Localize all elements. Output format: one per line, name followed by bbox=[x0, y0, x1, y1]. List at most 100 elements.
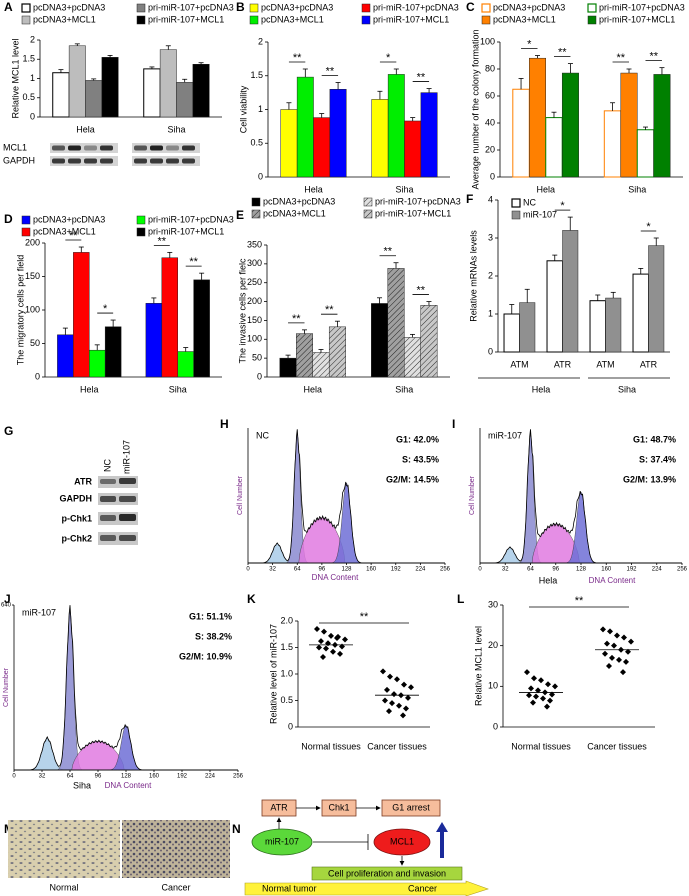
error-bar bbox=[393, 262, 399, 269]
significance-label: * bbox=[527, 38, 532, 50]
y-axis-title: Cell Number bbox=[3, 667, 10, 707]
y-tick-label: 1.5 bbox=[250, 70, 263, 80]
data-point bbox=[400, 712, 406, 719]
bar bbox=[404, 120, 422, 178]
y-tick-label: 350 bbox=[247, 239, 262, 249]
error-bar bbox=[610, 291, 616, 299]
data-point bbox=[384, 686, 390, 693]
error-bar bbox=[334, 320, 340, 327]
blot-band bbox=[119, 514, 136, 521]
legend-label: pcDNA3+MCL1 bbox=[261, 14, 324, 24]
bar bbox=[371, 99, 389, 178]
blot-band bbox=[52, 145, 65, 151]
node-label: miR-107 bbox=[265, 836, 299, 846]
legend-label: pri-miR-107+pcDNA3 bbox=[599, 2, 685, 12]
y-tick-label: 0.5 bbox=[22, 92, 35, 102]
panel-letter: H bbox=[220, 417, 229, 431]
micrograph bbox=[122, 820, 230, 878]
blot-band bbox=[100, 158, 113, 164]
error-bar bbox=[302, 68, 308, 78]
y-tick-label: 80 bbox=[485, 63, 495, 73]
blot-band bbox=[119, 478, 136, 484]
error-bar bbox=[198, 62, 204, 65]
data-point bbox=[544, 703, 550, 710]
legend-label: pcDNA3+pcDNA3 bbox=[261, 2, 333, 12]
legend-label: NC bbox=[523, 197, 536, 207]
data-point bbox=[620, 669, 626, 676]
bar bbox=[562, 230, 579, 353]
data-point bbox=[611, 642, 617, 649]
blot-band bbox=[84, 145, 97, 151]
protein-label: GAPDH bbox=[59, 493, 92, 503]
phase-stat: S: 38.2% bbox=[195, 631, 232, 641]
y-tick-label: 100 bbox=[25, 304, 40, 314]
y-tick-label: 0 bbox=[288, 721, 293, 731]
data-point bbox=[545, 681, 551, 688]
arrow-label: Normal tumor bbox=[262, 883, 317, 893]
plot-title: miR-107 bbox=[488, 430, 522, 440]
plot-title: NC bbox=[256, 430, 269, 440]
x-tick-label: Cancer tissues bbox=[587, 741, 647, 751]
bar bbox=[52, 72, 70, 118]
panel-letter: E bbox=[236, 208, 244, 222]
arrow-label: Cancer bbox=[408, 883, 437, 893]
x-tick-label: 128 bbox=[121, 774, 132, 780]
x-tick-label: 64 bbox=[527, 567, 534, 573]
error-bar bbox=[151, 297, 157, 304]
bar bbox=[387, 74, 405, 178]
bar bbox=[161, 257, 179, 378]
x-tick-label: Normal tissues bbox=[511, 741, 571, 751]
legend-label: pri-miR-107+MCL1 bbox=[375, 208, 451, 218]
data-point bbox=[524, 669, 530, 676]
x-tick-label: Siha bbox=[395, 184, 413, 194]
legend-swatch bbox=[511, 210, 521, 220]
group-label: Hela bbox=[532, 384, 551, 394]
y-tick-label: 200 bbox=[247, 296, 262, 306]
error-bar bbox=[409, 333, 415, 338]
blot-band bbox=[84, 158, 97, 164]
significance-label: * bbox=[560, 200, 565, 212]
panel-letter: L bbox=[457, 592, 464, 606]
data-point bbox=[391, 691, 397, 698]
data-point bbox=[403, 705, 409, 712]
legend-swatch bbox=[21, 3, 31, 13]
bar bbox=[296, 76, 314, 178]
error-bar bbox=[653, 237, 659, 246]
data-point bbox=[330, 648, 336, 655]
y-tick-label: 100 bbox=[480, 36, 495, 46]
blot-label: MCL1 bbox=[3, 142, 27, 152]
bar bbox=[176, 82, 194, 118]
y-axis-title: Cell Number bbox=[469, 475, 476, 515]
blot-band bbox=[52, 158, 65, 164]
legend-label: pcDNA3+MCL1 bbox=[263, 208, 326, 218]
data-point bbox=[625, 648, 631, 655]
y-tick-label: 1.0 bbox=[280, 668, 293, 678]
bar bbox=[328, 326, 346, 378]
blot-band bbox=[166, 145, 179, 151]
x-tick-label: 128 bbox=[576, 567, 587, 573]
legend-swatch bbox=[587, 15, 597, 25]
bar bbox=[632, 273, 650, 353]
significance-label: ** bbox=[189, 256, 198, 268]
y-tick-label: 1.5 bbox=[280, 642, 293, 652]
up-arrow bbox=[436, 822, 448, 858]
error-bar bbox=[302, 329, 308, 334]
phase-stat: G2/M: 10.9% bbox=[179, 651, 232, 661]
legend-swatch bbox=[249, 15, 259, 25]
bar bbox=[519, 302, 536, 353]
lane-label: miR-107 bbox=[121, 440, 131, 474]
significance-label: ** bbox=[292, 313, 301, 325]
data-point bbox=[408, 684, 414, 691]
legend-swatch bbox=[363, 197, 373, 207]
significance-label: ** bbox=[325, 304, 334, 316]
bar bbox=[329, 89, 347, 178]
error-bar bbox=[524, 288, 530, 303]
x-tick-label: Hela bbox=[80, 384, 99, 394]
significance-label: ** bbox=[558, 47, 567, 59]
blot-band bbox=[68, 145, 81, 151]
data-point bbox=[314, 625, 320, 632]
subtitle: Hela bbox=[539, 575, 558, 585]
y-tick-label: 640 bbox=[1, 603, 12, 609]
bar bbox=[313, 117, 331, 178]
